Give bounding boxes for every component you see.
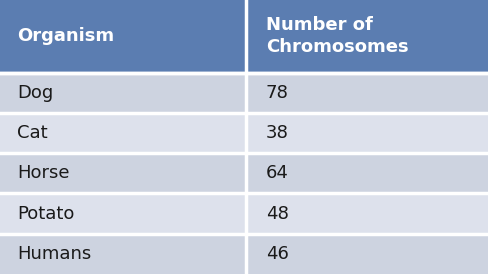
Text: Humans: Humans — [17, 245, 92, 263]
Text: Cat: Cat — [17, 124, 48, 142]
Bar — [246, 73, 488, 113]
Bar — [246, 234, 488, 274]
Text: 48: 48 — [266, 205, 288, 222]
Text: 78: 78 — [266, 84, 288, 102]
Bar — [0, 73, 246, 113]
Bar — [246, 113, 488, 153]
Bar — [0, 234, 246, 274]
Text: Dog: Dog — [17, 84, 54, 102]
Bar — [246, 193, 488, 234]
Bar — [0, 153, 246, 193]
Text: Number of
Chromosomes: Number of Chromosomes — [266, 16, 408, 56]
Text: Potato: Potato — [17, 205, 75, 222]
Text: Horse: Horse — [17, 164, 70, 182]
Bar — [0, 0, 246, 73]
Text: 64: 64 — [266, 164, 288, 182]
Text: Organism: Organism — [17, 27, 114, 45]
Text: 46: 46 — [266, 245, 288, 263]
Bar — [0, 193, 246, 234]
Text: 38: 38 — [266, 124, 288, 142]
Bar — [246, 0, 488, 73]
Bar — [0, 113, 246, 153]
Bar — [246, 153, 488, 193]
